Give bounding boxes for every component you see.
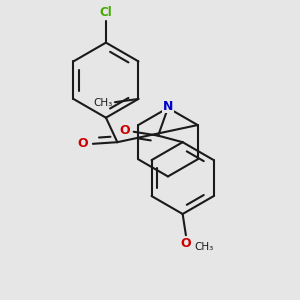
Text: N: N (163, 100, 173, 113)
Text: O: O (119, 124, 130, 137)
Text: O: O (181, 238, 191, 250)
Text: CH₃: CH₃ (194, 242, 213, 252)
Text: O: O (77, 137, 88, 150)
Text: CH₃: CH₃ (94, 98, 113, 108)
Text: Cl: Cl (100, 6, 112, 19)
